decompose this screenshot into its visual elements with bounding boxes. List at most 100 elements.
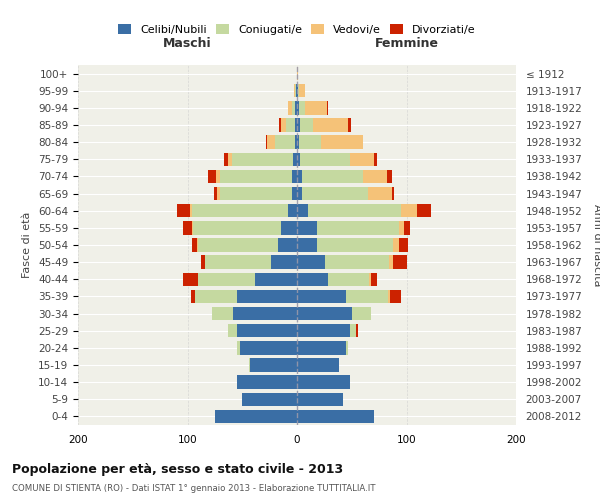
Bar: [200, 256, 205, 269]
Bar: [288, 101, 292, 114]
Bar: [317, 221, 399, 234]
Bar: [220, 170, 292, 183]
Text: COMUNE DI STIENTA (RO) - Dati ISTAT 1° gennaio 2013 - Elaborazione TUTTITALIA.IT: COMUNE DI STIENTA (RO) - Dati ISTAT 1° g…: [12, 484, 376, 493]
Bar: [256, 272, 297, 286]
Bar: [237, 376, 297, 389]
Bar: [183, 272, 199, 286]
Bar: [192, 204, 288, 218]
Bar: [237, 324, 297, 338]
Bar: [281, 221, 297, 234]
Bar: [280, 118, 281, 132]
Text: Popolazione per età, sesso e stato civile - 2013: Popolazione per età, sesso e stato civil…: [12, 462, 343, 475]
Bar: [297, 392, 343, 406]
Bar: [293, 152, 297, 166]
Bar: [237, 341, 240, 354]
Bar: [190, 204, 192, 218]
Bar: [388, 290, 390, 303]
Bar: [297, 341, 346, 354]
Bar: [216, 170, 220, 183]
Bar: [394, 256, 407, 269]
Bar: [191, 290, 195, 303]
Bar: [349, 118, 350, 132]
Bar: [271, 256, 297, 269]
Bar: [220, 187, 292, 200]
Bar: [275, 136, 295, 149]
Bar: [308, 204, 401, 218]
Bar: [297, 67, 298, 80]
Bar: [302, 187, 368, 200]
Bar: [297, 376, 350, 389]
Bar: [392, 187, 394, 200]
Bar: [228, 152, 232, 166]
Bar: [295, 118, 297, 132]
Bar: [224, 152, 228, 166]
Bar: [346, 290, 388, 303]
Bar: [297, 358, 338, 372]
Bar: [297, 307, 352, 320]
Bar: [297, 324, 350, 338]
Bar: [374, 152, 377, 166]
Bar: [292, 101, 295, 114]
Bar: [321, 136, 362, 149]
Bar: [299, 84, 305, 98]
Bar: [297, 118, 300, 132]
Bar: [295, 84, 296, 98]
Bar: [298, 84, 299, 98]
Bar: [418, 204, 431, 218]
Bar: [249, 358, 250, 372]
Bar: [208, 170, 216, 183]
Bar: [297, 136, 299, 149]
Bar: [286, 118, 295, 132]
Bar: [368, 187, 392, 200]
Bar: [297, 204, 308, 218]
Bar: [281, 118, 286, 132]
Bar: [296, 84, 297, 98]
Y-axis label: Fasce di età: Fasce di età: [22, 212, 32, 278]
Bar: [297, 170, 302, 183]
Bar: [387, 170, 392, 183]
Bar: [294, 84, 295, 98]
Bar: [356, 324, 358, 338]
Bar: [295, 136, 297, 149]
Bar: [350, 324, 356, 338]
Bar: [197, 238, 199, 252]
Text: Femmine: Femmine: [374, 36, 439, 50]
Bar: [237, 290, 297, 303]
Bar: [297, 272, 328, 286]
Bar: [404, 221, 410, 234]
Bar: [192, 221, 193, 234]
Bar: [268, 136, 275, 149]
Bar: [399, 221, 404, 234]
Bar: [389, 256, 394, 269]
Bar: [228, 324, 237, 338]
Bar: [297, 187, 302, 200]
Bar: [297, 256, 325, 269]
Bar: [295, 101, 297, 114]
Bar: [297, 84, 298, 98]
Bar: [288, 204, 297, 218]
Bar: [233, 307, 297, 320]
Bar: [195, 290, 237, 303]
Y-axis label: Anni di nascita: Anni di nascita: [592, 204, 600, 286]
Bar: [240, 341, 297, 354]
Bar: [399, 238, 407, 252]
Bar: [297, 238, 317, 252]
Bar: [215, 410, 297, 423]
Bar: [371, 272, 377, 286]
Bar: [192, 238, 197, 252]
Bar: [292, 170, 297, 183]
Bar: [266, 136, 268, 149]
Bar: [390, 290, 401, 303]
Bar: [242, 392, 297, 406]
Bar: [297, 290, 346, 303]
Bar: [176, 204, 190, 218]
Bar: [300, 152, 350, 166]
Bar: [199, 272, 256, 286]
Bar: [212, 307, 233, 320]
Bar: [300, 118, 313, 132]
Bar: [250, 358, 297, 372]
Bar: [317, 238, 394, 252]
Bar: [297, 101, 299, 114]
Bar: [217, 187, 220, 200]
Bar: [297, 152, 300, 166]
